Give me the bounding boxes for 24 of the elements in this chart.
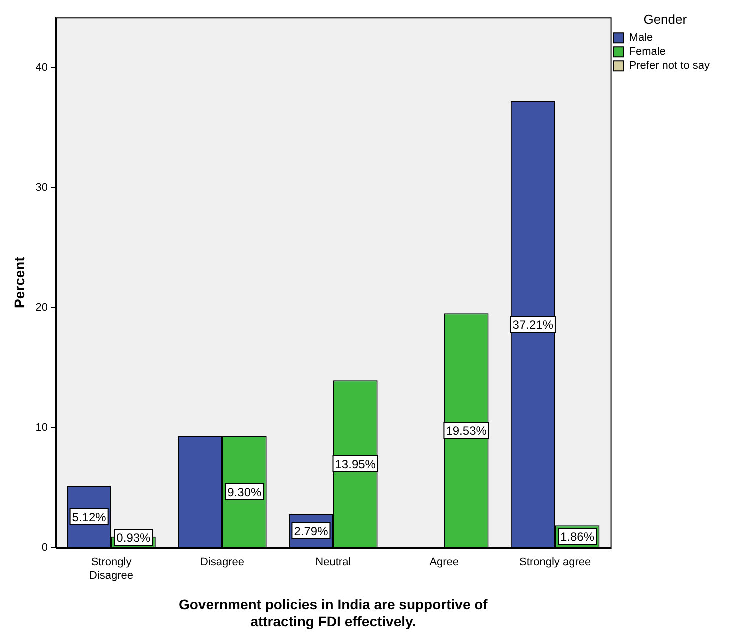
data-label: 0.93%: [116, 530, 152, 545]
x-tick-label: Strongly Disagree: [89, 556, 134, 582]
x-axis-title: Government policies in India are supportive of attracting FDI effectively.: [178, 596, 488, 630]
data-label: 13.95%: [335, 457, 376, 472]
data-label: 9.30%: [228, 485, 262, 500]
y-tick-label: 40: [36, 62, 48, 74]
legend-label: Female: [629, 46, 666, 58]
y-tick-label: 20: [36, 302, 48, 314]
legend-label: Male: [629, 32, 654, 44]
data-label: 5.12%: [72, 510, 107, 524]
x-tick-label: Agree: [430, 556, 460, 569]
data-label: 37.21%: [512, 318, 554, 332]
legend-label: Prefer not to say: [629, 60, 710, 72]
y-tick-label: 30: [36, 182, 48, 194]
legend-title: Gender: [644, 12, 688, 28]
x-tick-label: Neutral: [316, 556, 352, 569]
data-label: 2.79%: [294, 524, 329, 538]
x-tick-label: Strongly agree: [520, 556, 592, 569]
y-axis-title: Percent: [11, 256, 28, 308]
x-tick-label: Disagree: [200, 556, 244, 569]
data-label: 19.53%: [446, 424, 488, 438]
y-tick-label: 0: [42, 542, 48, 554]
y-tick-label: 10: [36, 422, 48, 434]
data-label: 1.86%: [560, 530, 595, 544]
